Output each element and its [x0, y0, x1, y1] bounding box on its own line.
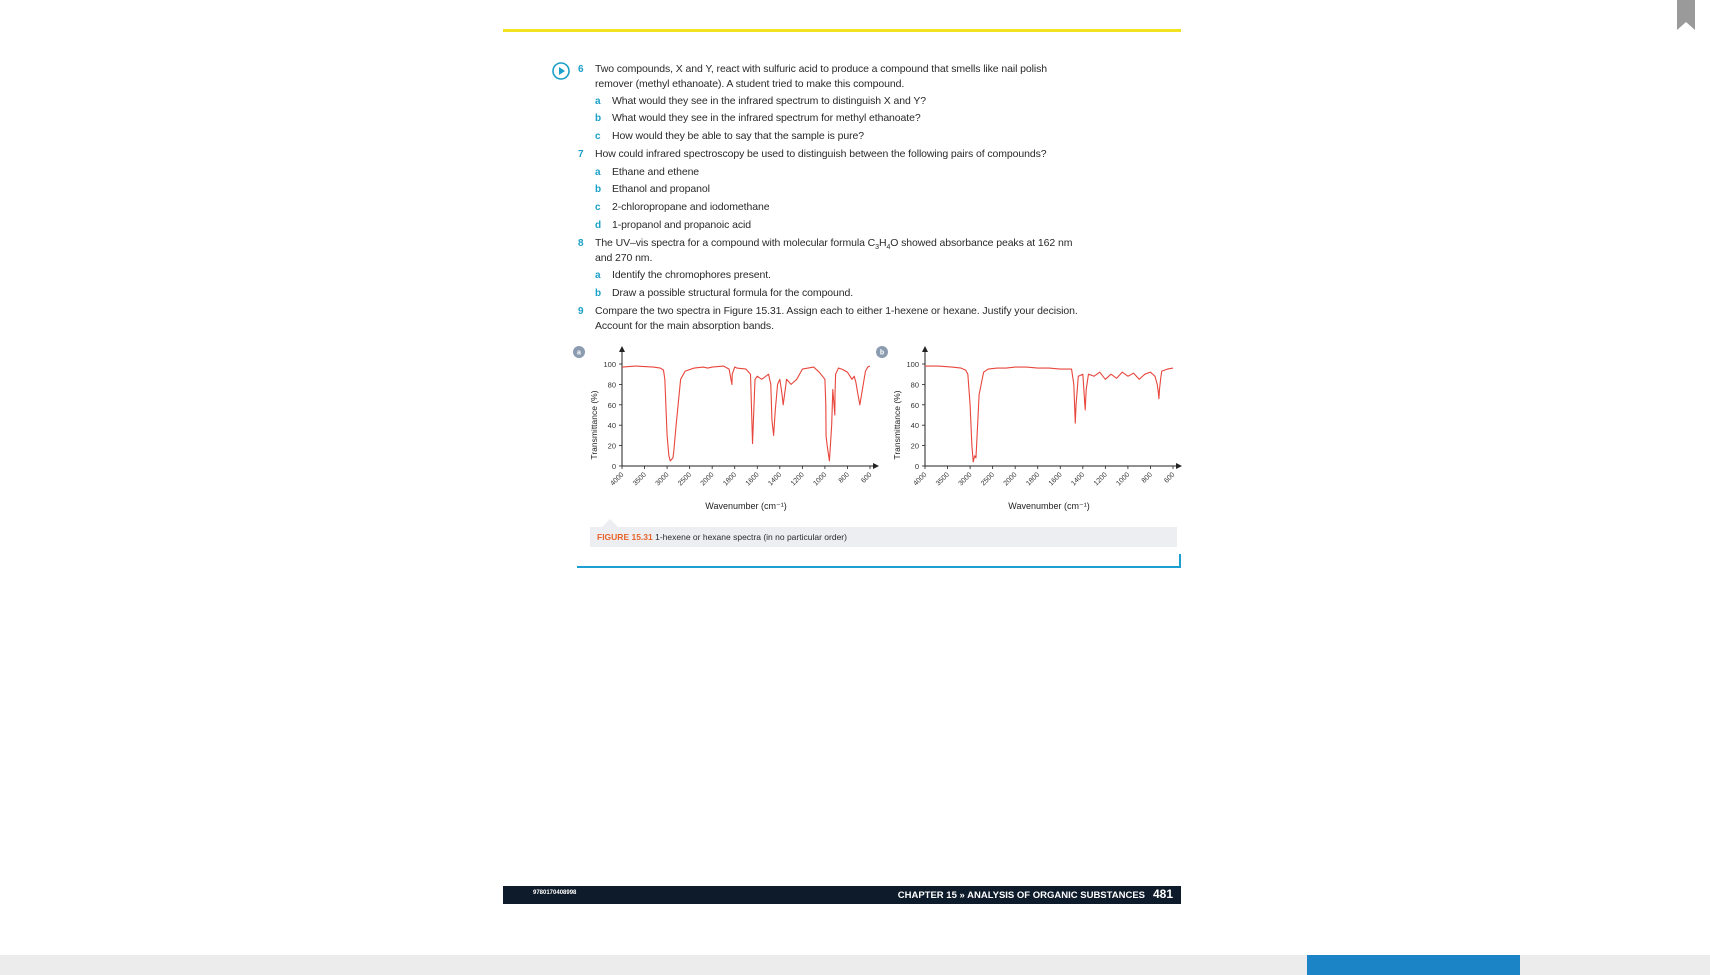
x-tick-label: 800	[1141, 471, 1154, 484]
question-number: 7	[578, 149, 584, 160]
x-tick-label: 2500	[980, 471, 996, 487]
x-tick-label: 1400	[1070, 471, 1086, 487]
question-number: 6	[578, 64, 584, 75]
spectrum-line	[925, 365, 1174, 463]
x-tick-label: 2000	[1003, 471, 1019, 487]
x-tick-label: 600	[860, 471, 873, 484]
x-tick-label: 2000	[700, 471, 716, 487]
y-axis-label: Transmittance (%)	[892, 390, 902, 459]
part-text: Ethanol and propanol	[612, 183, 710, 195]
part-text: 2-chloropropane and iodomethane	[612, 201, 770, 213]
x-tick-label: 1200	[1093, 471, 1109, 487]
x-axis-arrow	[1176, 463, 1182, 469]
x-axis-label: Wavenumber (cm⁻¹)	[705, 501, 786, 511]
y-tick-label: 100	[603, 360, 616, 369]
ir-spectrum-chart-a: a 0 20 40 60 80 100 4000 3500 3000 2500 2000 1800 160…	[573, 346, 879, 511]
question-text: remover (methyl ethanoate). A student tr…	[595, 78, 905, 90]
part-text: Ethane and ethene	[612, 166, 700, 178]
section-bottom-rule-end	[1179, 554, 1181, 568]
x-tick-label: 1600	[745, 471, 761, 487]
question-text: The UV–vis spectra for a compound with m…	[595, 237, 1073, 252]
part-letter: b	[595, 113, 602, 124]
question-text: Compare the two spectra in Figure 15.31.…	[595, 305, 1078, 317]
panel-label-badge: b	[876, 346, 888, 358]
y-tick-label: 80	[911, 380, 919, 389]
header-yellow-rule	[503, 29, 1181, 32]
x-tick-label: 1800	[722, 471, 738, 487]
x-tick-label: 3500	[632, 471, 648, 487]
part-text: What would they see in the infrared spec…	[612, 95, 927, 107]
part-letter: a	[595, 96, 601, 107]
x-tick-label: 4000	[609, 471, 625, 487]
question-number: 9	[578, 306, 584, 317]
y-tick-label: 60	[608, 401, 616, 410]
y-axis-arrow	[619, 346, 625, 352]
page-footer: 9780170408998 CHAPTER 15 » ANALYSIS OF O…	[503, 886, 1181, 904]
figure-label: FIGURE 15.31	[597, 532, 653, 542]
part-letter: a	[595, 270, 601, 281]
x-tick-label: 1600	[1048, 471, 1064, 487]
x-tick-label: 600	[1163, 471, 1176, 484]
y-tick-label: 100	[906, 360, 919, 369]
part-letter: d	[595, 220, 602, 231]
y-axis-label: Transmittance (%)	[589, 390, 599, 459]
x-tick-label: 3000	[655, 471, 671, 487]
panel-label-circle	[876, 346, 888, 358]
spectrum-line	[621, 365, 871, 462]
x-tick-label: 2500	[677, 471, 693, 487]
question-text: Two compounds, X and Y, react with sulfu…	[595, 63, 1047, 75]
figure-caption-text: 1-hexene or hexane spectra (in no partic…	[655, 532, 847, 542]
y-tick-label: 0	[612, 462, 616, 471]
chapter-title: CHAPTER 15 » ANALYSIS OF ORGANIC SUBSTAN…	[897, 890, 1145, 901]
question-text: Account for the main absorption bands.	[595, 320, 774, 332]
panel-label: b	[880, 350, 884, 357]
part-letter: c	[595, 202, 601, 213]
part-text: How would they be able to say that the s…	[612, 130, 864, 142]
question-number: 8	[578, 238, 584, 249]
question-text: and 270 nm.	[595, 252, 653, 264]
part-text: Draw a possible structural formula for t…	[612, 287, 854, 299]
x-tick-label: 3000	[958, 471, 974, 487]
x-tick-label: 800	[838, 471, 851, 484]
y-tick-label: 40	[911, 421, 919, 430]
y-tick-label: 40	[608, 421, 616, 430]
page-number: 481	[1152, 887, 1173, 901]
y-tick-label: 20	[911, 442, 919, 451]
x-tick-label: 3500	[935, 471, 951, 487]
y-tick-label: 0	[915, 462, 919, 471]
x-tick-label: 1400	[767, 471, 783, 487]
caption-pointer	[602, 519, 618, 527]
part-letter: c	[595, 131, 601, 142]
x-tick-label: 4000	[912, 471, 928, 487]
x-tick-label: 1000	[812, 471, 828, 487]
panel-label-circle	[573, 346, 585, 358]
x-tick-label: 1800	[1025, 471, 1041, 487]
question-text: How could infrared spectroscopy be used …	[595, 148, 1047, 160]
scrollbar-thumb[interactable]	[1307, 955, 1520, 975]
y-tick-label: 80	[608, 380, 616, 389]
x-axis-arrow	[873, 463, 879, 469]
play-audio-icon[interactable]	[552, 62, 570, 80]
ir-spectrum-chart-b: b 0 20 40 60 80 100 4000 3500 3000 2500 2000 1800 160…	[876, 346, 1182, 511]
part-text: 1-propanol and propanoic acid	[612, 219, 751, 231]
part-text: What would they see in the infrared spec…	[612, 112, 921, 124]
part-letter: b	[595, 184, 602, 195]
panel-label: a	[577, 350, 581, 357]
y-axis-arrow	[922, 346, 928, 352]
y-tick-label: 60	[911, 401, 919, 410]
part-letter: a	[595, 167, 601, 178]
part-text: Identify the chromophores present.	[612, 269, 771, 281]
part-letter: b	[595, 288, 602, 299]
y-tick-label: 20	[608, 442, 616, 451]
x-tick-label: 1000	[1115, 471, 1131, 487]
figure-caption: FIGURE 15.31 1-hexene or hexane spectra …	[590, 527, 1177, 547]
section-bottom-rule	[577, 566, 1181, 568]
horizontal-scrollbar[interactable]	[0, 955, 1710, 975]
isbn: 9780170408998	[533, 890, 577, 896]
x-axis-label: Wavenumber (cm⁻¹)	[1008, 501, 1089, 511]
bookmark-icon[interactable]	[1677, 0, 1695, 30]
panel-label-badge: a	[573, 346, 585, 358]
x-tick-label: 1200	[790, 471, 806, 487]
